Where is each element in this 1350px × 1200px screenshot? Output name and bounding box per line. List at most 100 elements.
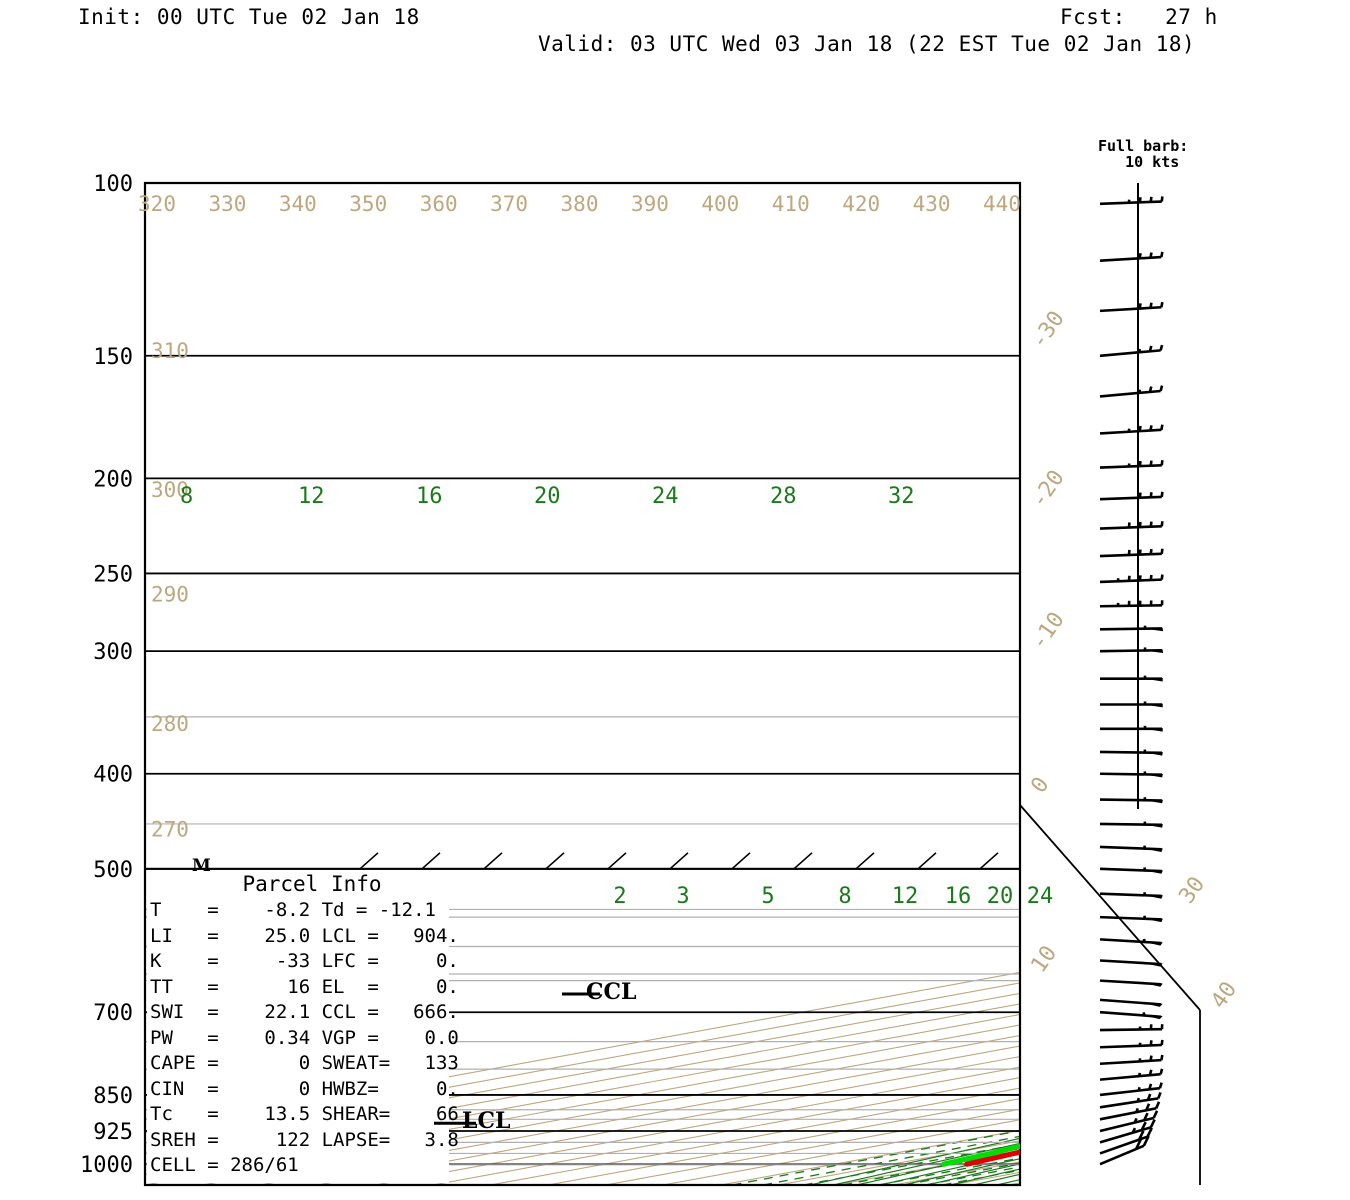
svg-text:40: 40 — [1206, 977, 1242, 1013]
theta-label: 440 — [983, 192, 1021, 216]
wind-barb — [1099, 424, 1164, 435]
lcl-label: LCL — [462, 1108, 511, 1134]
pressure-tick-label: 250 — [93, 562, 133, 587]
pressure-tick-label: 925 — [93, 1120, 133, 1145]
wind-barb — [1099, 1091, 1162, 1109]
parcel-row: PW = 0.34 VGP = 0.0 — [150, 1026, 459, 1049]
wind-barb — [1099, 1135, 1150, 1166]
wind-barb — [1099, 196, 1164, 206]
pressure-tick-label: 1000 — [80, 1153, 133, 1178]
mixing-ratio-label: 8 — [838, 884, 851, 909]
svg-text:-20: -20 — [1026, 466, 1069, 513]
wind-barb — [1099, 491, 1164, 501]
isotherm-line — [835, 1150, 1020, 1185]
isotherm-line — [1124, 183, 1350, 1185]
hatch-mark — [731, 852, 751, 870]
svg-text:-30: -30 — [1026, 307, 1069, 354]
isotherm-line — [145, 1003, 1020, 1165]
wind-barb — [1099, 1118, 1156, 1144]
wind-barb — [1099, 771, 1163, 778]
isotherm-line — [1066, 183, 1350, 1185]
pressure-tick-label: 400 — [93, 763, 133, 788]
theta-label: 320 — [138, 192, 176, 216]
dry-adiabat-label: 20 — [534, 484, 561, 509]
dry-adiabat-label: 32 — [888, 484, 915, 509]
wind-barb — [1099, 1039, 1164, 1049]
pressure-tick-label: 100 — [93, 172, 133, 197]
moist-adiabat-line — [903, 1158, 1020, 1185]
moist-adiabat-line — [996, 1179, 1020, 1185]
wind-barb — [1099, 574, 1164, 584]
mixing-ratio-label: 2 — [613, 884, 626, 909]
moist-adiabat-line — [1043, 326, 1350, 1185]
isotherm-line — [375, 1066, 1020, 1185]
theta-left-label: 300 — [151, 478, 189, 502]
parcel-row: CAPE = 0 SWEAT= 133 — [150, 1052, 459, 1074]
wind-barb — [1099, 344, 1164, 358]
pressure-tick-label: 700 — [93, 1001, 133, 1026]
isotherm-line — [893, 1161, 1020, 1185]
parcel-info-box: Parcel Info T = -8.2 Td = -12.1 LI = 25.… — [150, 872, 460, 1179]
theta-left-label: 290 — [151, 582, 189, 606]
wind-barb — [1099, 521, 1164, 530]
mixing-ratio-label: 12 — [892, 884, 919, 909]
theta-label: 380 — [561, 192, 599, 216]
hatch-mark — [793, 852, 813, 870]
forecast-hour-label: Fcst: 27 h — [1060, 5, 1218, 29]
isotherm-line — [490, 1087, 1020, 1185]
pressure-tick-label: 500 — [93, 858, 133, 883]
wind-barb — [1099, 938, 1163, 946]
parcel-info-title: Parcel Info — [242, 872, 382, 896]
wind-barb — [1099, 1068, 1164, 1081]
wind-barb — [1099, 821, 1163, 828]
temperature-trace — [964, 1149, 1020, 1167]
wind-barb — [1099, 867, 1163, 874]
sounding-traces — [941, 1143, 1020, 1167]
wind-barb — [1099, 460, 1164, 469]
parcel-row: SREH = 122 LAPSE= 3.8 — [150, 1128, 459, 1151]
moist-adiabat-line — [949, 1168, 1020, 1185]
wind-barb-key-label: Full barb: 10 kts — [1098, 137, 1189, 171]
barb-panel-diagonal — [1019, 804, 1201, 1011]
parcel-info-background — [147, 870, 449, 1183]
parcel-row: Tc = 13.5 SHEAR= 66 — [150, 1103, 459, 1125]
valid-time-label: Valid: 03 UTC Wed 03 Jan 18 (22 EST Tue … — [538, 32, 1196, 56]
hatch-mark — [545, 852, 565, 870]
wind-barb — [1099, 915, 1163, 923]
isotherm-line — [662, 1119, 1020, 1185]
mixing-ratio-line — [803, 1143, 1020, 1185]
pressure-tick-label: 150 — [93, 345, 133, 370]
theta-label: 330 — [208, 192, 246, 216]
svg-text:30: 30 — [1174, 872, 1210, 908]
theta-label: 340 — [279, 192, 317, 216]
wind-barb — [1099, 797, 1163, 804]
moist-adiabat-line — [879, 1152, 1020, 1185]
moist-adiabat-line — [833, 1142, 1020, 1185]
isotherm-line — [778, 1140, 1020, 1185]
hatch-mark — [669, 852, 689, 870]
wind-barb — [1100, 725, 1163, 732]
wind-barb — [1099, 1082, 1163, 1097]
hatch-group — [359, 852, 999, 870]
isotherm-line — [145, 971, 1020, 1133]
wind-barb — [1099, 979, 1163, 987]
theta-label: 350 — [349, 192, 387, 216]
wind-barb — [1099, 749, 1163, 756]
svg-text:0: 0 — [1026, 773, 1054, 798]
wind-barb — [1099, 600, 1164, 608]
wind-barb — [1099, 845, 1163, 852]
wind-barb — [1099, 1101, 1161, 1121]
moist-adiabat-line — [1067, 326, 1350, 1185]
theta-label: 360 — [420, 192, 458, 216]
mixing-ratio-label: 20 — [987, 884, 1014, 909]
wind-barb-column — [1099, 196, 1164, 1166]
isotherm-right-label: 10 — [1026, 941, 1062, 977]
hatch-mark — [855, 852, 875, 870]
theta-left-label: 270 — [151, 818, 189, 842]
hatch-mark — [421, 852, 441, 870]
dry-adiabat-label: 24 — [652, 484, 679, 509]
wind-barb — [1099, 301, 1164, 313]
isotherm-right-label: 0 — [1026, 773, 1054, 798]
theta-label: 390 — [631, 192, 669, 216]
hatch-mark — [607, 852, 627, 870]
